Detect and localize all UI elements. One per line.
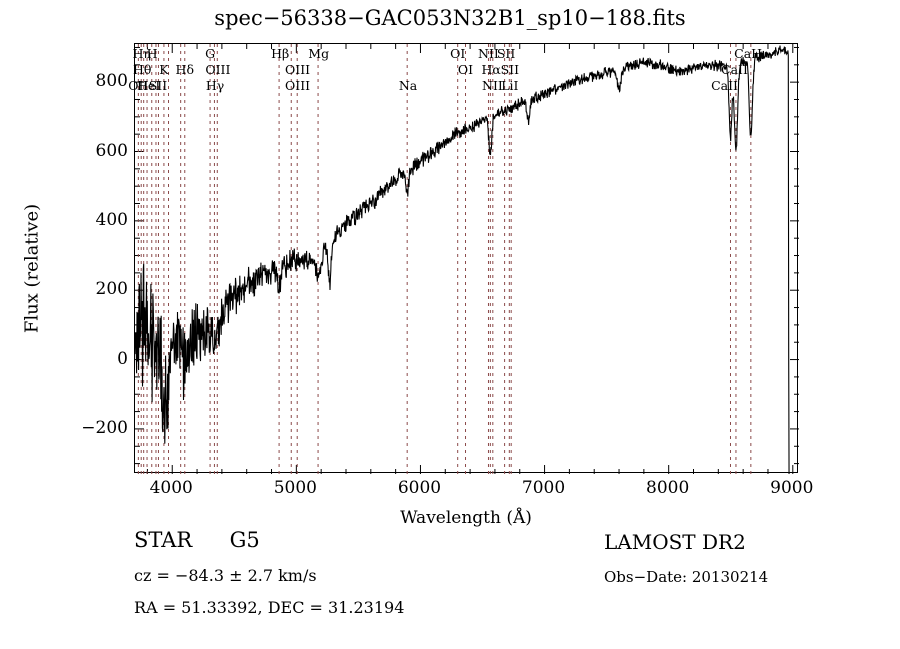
line-id-label: SII xyxy=(148,78,168,93)
line-id-label: SII xyxy=(496,46,516,61)
y-tick-label: 400 xyxy=(95,209,128,230)
line-id-label: K xyxy=(159,62,169,77)
line-id-label: Hα xyxy=(481,62,501,77)
line-id-label: OIII xyxy=(285,62,311,77)
line-id-label: Hθ xyxy=(132,62,152,77)
plot-canvas xyxy=(135,44,799,474)
redshift-velocity: cz = −84.3 ± 2.7 km/s xyxy=(134,566,317,585)
line-id-label: Na xyxy=(398,78,418,93)
observation-date: Obs−Date: 20130214 xyxy=(604,568,769,586)
x-tick-label: 7000 xyxy=(521,478,566,498)
y-tick-label: 800 xyxy=(95,71,128,92)
line-id-label: Hη xyxy=(132,46,152,61)
axis-ticks xyxy=(135,44,799,474)
line-id-label: Mg xyxy=(308,46,330,61)
line-id-label: OI xyxy=(450,46,466,61)
y-tick-label: −200 xyxy=(81,417,128,438)
x-axis-title: Wavelength (Å) xyxy=(400,508,532,528)
metadata-footer: STAR G5 cz = −84.3 ± 2.7 km/s RA = 51.33… xyxy=(0,528,900,638)
x-axis-tick-labels: 4000 5000 6000 7000 8000 9000 xyxy=(134,478,814,504)
object-type-class: STAR G5 xyxy=(134,528,260,552)
y-tick-label: 600 xyxy=(95,140,128,161)
line-id-label: NII xyxy=(482,78,503,93)
line-id-label: Hδ xyxy=(175,62,194,77)
x-tick-label: 8000 xyxy=(646,478,690,498)
survey-name: LAMOST DR2 xyxy=(604,530,746,554)
line-id-label: CaII xyxy=(711,78,738,93)
line-id-label: SII xyxy=(500,62,520,77)
spectrum-plot: Hη H G Hβ Mg OI NII SII CaH Hθ K Hδ OIII OIII OI Hα SII C… xyxy=(128,43,799,474)
x-tick-label: 9000 xyxy=(770,478,814,498)
spectral-class: G5 xyxy=(229,528,260,552)
line-id-label: OIII xyxy=(205,62,231,77)
line-id-label: G xyxy=(205,46,216,61)
line-id-label: CaII xyxy=(721,62,748,77)
y-tick-label: 200 xyxy=(95,279,128,300)
x-tick-label: 5000 xyxy=(273,478,317,498)
line-id-label: HeI xyxy=(137,78,161,93)
spectrum-svg xyxy=(135,44,799,474)
y-axis-tick-labels: 800 600 400 200 0 −200 xyxy=(62,43,128,473)
y-axis-title: Flux (relative) xyxy=(21,203,43,334)
x-tick-label: 6000 xyxy=(397,478,442,498)
line-id-label: NII xyxy=(478,46,499,61)
x-tick-label: 4000 xyxy=(149,478,193,498)
object-type: STAR xyxy=(134,528,193,552)
page-title: spec−56338−GAC053N32B1_sp10−188.fits xyxy=(214,6,686,30)
line-marker-group xyxy=(137,44,752,474)
line-id-label: OIII xyxy=(285,78,311,93)
line-id-label: Hγ xyxy=(205,78,225,93)
line-id-label: CaH xyxy=(734,46,763,61)
line-id-label: LiI xyxy=(501,78,519,93)
line-id-label: OII xyxy=(128,78,149,93)
line-id-label: OI xyxy=(457,62,474,77)
y-tick-label: 0 xyxy=(117,348,128,369)
line-id-label: Hβ xyxy=(271,46,290,61)
line-id-label: H xyxy=(146,46,158,61)
coordinates: RA = 51.33392, DEC = 31.23194 xyxy=(134,598,405,617)
spectrum-trace xyxy=(135,45,790,474)
